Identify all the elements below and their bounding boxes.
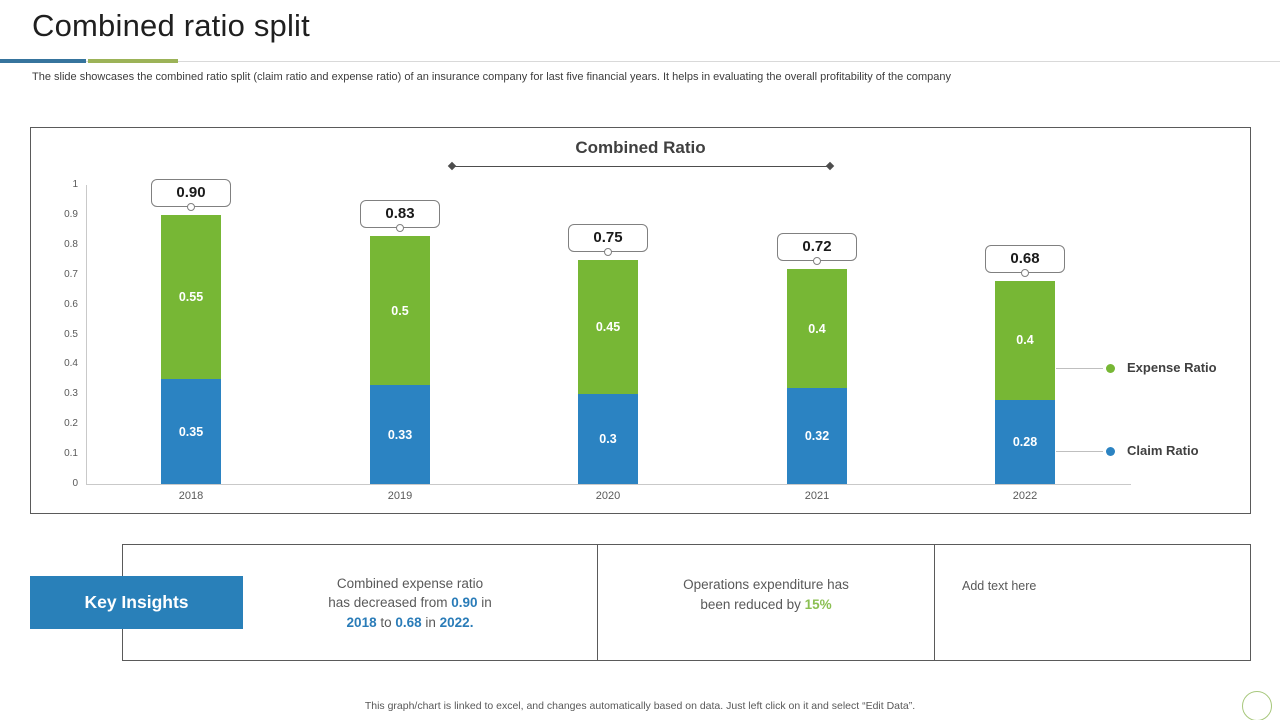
plot-area: 1 0.9 0.8 0.7 0.6 0.5 0.4 0.3 0.2 0.1 0 0.55 0.35 0.9… — [31, 128, 1250, 513]
total-callout: 0.90 — [151, 178, 231, 207]
x-tick-label: 2021 — [804, 490, 830, 502]
y-tick-label: 0.5 — [64, 328, 78, 340]
bar-segment-expense: 0.55 — [161, 214, 221, 380]
y-tick-label: 0.7 — [64, 268, 78, 280]
callout-marker-icon — [187, 202, 195, 211]
bar-segment-expense: 0.5 — [370, 235, 430, 386]
insight-text-1: Combined expense ratio has decreased from… — [328, 575, 492, 630]
y-tick-label: 0.4 — [64, 358, 78, 370]
insight-text-2: Operations expenditure has been reduced b… — [683, 577, 849, 612]
legend-label: Expense Ratio — [1127, 360, 1217, 375]
total-callout: 0.75 — [568, 223, 648, 252]
y-tick-label: 0.3 — [64, 388, 78, 400]
insight-cell-3: Add text here — [934, 545, 1250, 660]
legend-dot-icon — [1106, 447, 1115, 456]
page-title: Combined ratio split — [32, 8, 310, 43]
x-tick-label: 2019 — [387, 490, 413, 502]
insight-cell-1: Combined expense ratio has decreased from… — [123, 545, 597, 660]
chart-title: Combined Ratio — [575, 138, 706, 157]
y-tick-label: 1 — [72, 179, 78, 190]
title-accent-bar-blue — [0, 59, 86, 63]
y-tick-label: 0 — [72, 478, 78, 489]
title-accent-bar-green — [88, 59, 178, 63]
bar-segment-claim: 0.35 — [161, 379, 221, 484]
bar-segment-expense: 0.45 — [578, 259, 638, 395]
bar-segment-claim: 0.32 — [787, 388, 847, 484]
key-insights-banner: Key Insights — [30, 576, 243, 629]
y-axis-line — [86, 185, 87, 484]
x-tick-label: 2018 — [178, 490, 204, 502]
x-axis-line — [86, 484, 1131, 485]
y-tick-label: 0.6 — [64, 298, 78, 310]
insights-table: Combined expense ratio has decreased from… — [122, 544, 1251, 661]
total-callout: 0.68 — [985, 244, 1065, 273]
legend-connector-line — [1056, 368, 1103, 369]
y-tick-label: 0.1 — [64, 448, 78, 460]
callout-marker-icon — [396, 223, 404, 232]
bar-segment-claim: 0.28 — [995, 400, 1055, 484]
x-tick-label: 2022 — [1012, 490, 1038, 502]
insight-cell-2: Operations expenditure has been reduced b… — [597, 545, 934, 660]
decorative-circle — [1242, 691, 1272, 720]
x-tick-label: 2020 — [595, 490, 621, 502]
y-tick-label: 0.9 — [64, 208, 78, 220]
chart-title-bracket — [447, 161, 835, 171]
total-callout: 0.83 — [360, 199, 440, 228]
legend-connector-line — [1056, 451, 1103, 452]
total-callout: 0.72 — [777, 232, 857, 261]
y-tick-label: 0.8 — [64, 238, 78, 250]
slide-subtitle: The slide showcases the combined ratio s… — [32, 71, 951, 83]
add-text-placeholder[interactable]: Add text here — [962, 579, 1037, 593]
legend-dot-icon — [1106, 364, 1115, 373]
bar-segment-claim: 0.33 — [370, 385, 430, 484]
footer-note: This graph/chart is linked to excel, and… — [364, 700, 916, 712]
y-tick-label: 0.2 — [64, 418, 78, 430]
bar-segment-expense: 0.4 — [995, 280, 1055, 401]
bar-segment-expense: 0.4 — [787, 268, 847, 389]
callout-marker-icon — [1021, 268, 1029, 277]
bar-segment-claim: 0.3 — [578, 394, 638, 484]
legend-label: Claim Ratio — [1127, 443, 1199, 458]
callout-marker-icon — [813, 256, 821, 265]
chart-panel[interactable]: Combined Ratio 1 0.9 0.8 0.7 0.6 0.5 0.4 0.3 0.2… — [30, 127, 1251, 514]
callout-marker-icon — [604, 247, 612, 256]
title-rule — [0, 61, 1280, 62]
